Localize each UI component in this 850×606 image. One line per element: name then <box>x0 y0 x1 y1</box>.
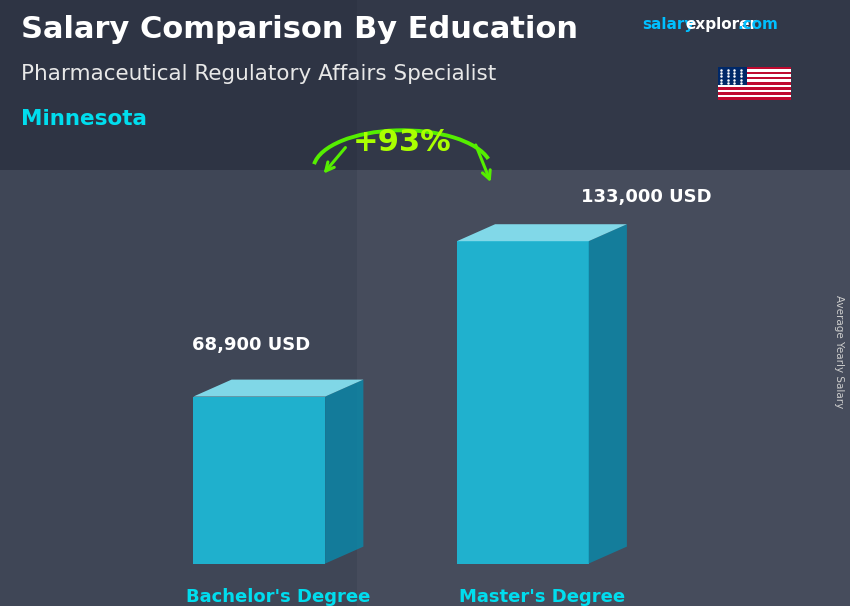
Bar <box>718 77 791 79</box>
Bar <box>0 0 850 170</box>
Bar <box>718 75 791 77</box>
Polygon shape <box>588 224 626 564</box>
Text: Minnesota: Minnesota <box>21 109 147 129</box>
Bar <box>0 0 357 606</box>
Text: explorer: explorer <box>685 17 757 32</box>
Bar <box>718 82 791 85</box>
Polygon shape <box>325 379 363 564</box>
Polygon shape <box>457 241 588 564</box>
Text: Average Yearly Salary: Average Yearly Salary <box>834 295 844 408</box>
Text: .com: .com <box>738 17 779 32</box>
Bar <box>718 72 791 75</box>
Text: 68,900 USD: 68,900 USD <box>191 336 310 354</box>
Text: +93%: +93% <box>353 128 452 157</box>
Polygon shape <box>193 396 325 564</box>
Text: 133,000 USD: 133,000 USD <box>581 188 711 206</box>
Bar <box>718 79 791 82</box>
Text: Salary Comparison By Education: Salary Comparison By Education <box>21 15 578 44</box>
Bar <box>718 85 791 87</box>
Bar <box>718 90 791 92</box>
Bar <box>718 67 747 85</box>
Bar <box>718 98 791 100</box>
Text: Bachelor's Degree: Bachelor's Degree <box>186 588 371 606</box>
Bar <box>357 0 850 606</box>
Bar <box>718 95 791 98</box>
Bar <box>718 87 791 90</box>
Bar <box>718 67 791 69</box>
Bar <box>718 92 791 95</box>
Polygon shape <box>193 379 363 396</box>
Text: Pharmaceutical Regulatory Affairs Specialist: Pharmaceutical Regulatory Affairs Specia… <box>21 64 496 84</box>
Text: Master's Degree: Master's Degree <box>459 588 625 606</box>
Polygon shape <box>457 224 626 241</box>
Text: salary: salary <box>643 17 695 32</box>
Bar <box>718 69 791 72</box>
